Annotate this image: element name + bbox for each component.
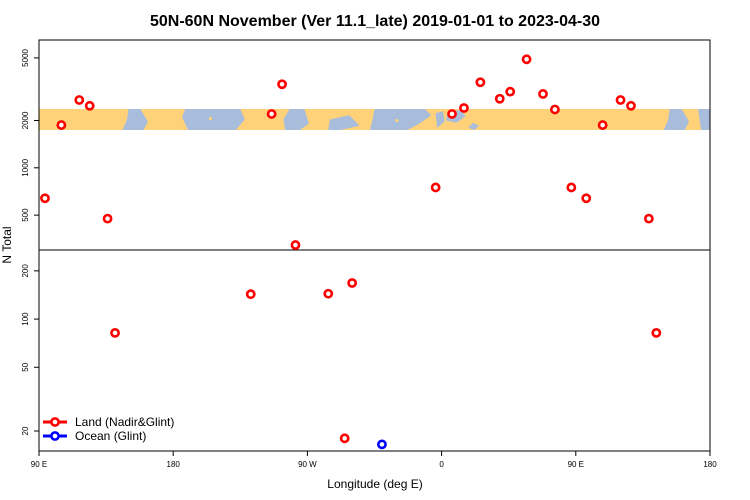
- point-series1-0: [377, 439, 387, 450]
- point-series0-23: [581, 193, 592, 204]
- point-series0-22: [566, 182, 577, 193]
- point-series0-2: [74, 95, 85, 105]
- map-ocean-3: [328, 115, 360, 130]
- point-series0-27: [643, 213, 654, 224]
- map-island-2: [243, 111, 247, 115]
- point-series0-8: [277, 79, 287, 90]
- point-series0-0: [40, 193, 50, 204]
- point-series0-20: [538, 89, 548, 99]
- x-tick-label-2: 90 W: [298, 460, 317, 469]
- legend-marker-ocean: [50, 431, 60, 441]
- y-lower-tick-label-3: 200: [21, 264, 30, 278]
- map-ocean-0: [122, 109, 148, 130]
- point-series0-14: [447, 109, 457, 119]
- point-series0-25: [615, 95, 626, 105]
- point-series0-17: [494, 93, 505, 104]
- point-series0-10: [323, 288, 334, 299]
- x-tick-label-0: 90 E: [31, 460, 47, 469]
- point-series0-24: [597, 120, 608, 130]
- point-series0-12: [347, 278, 358, 288]
- legend: Land (Nadir&Glint) Ocean (Glint): [43, 415, 174, 443]
- y-lower-tick-label-0: 20: [21, 426, 30, 435]
- legend-label-ocean: Ocean (Glint): [75, 429, 146, 443]
- map-ocean-8: [663, 109, 690, 130]
- x-tick-label-4: 90 E: [568, 460, 584, 469]
- y-upper-tick-label-1: 1000: [21, 158, 30, 176]
- y-upper-tick-label-0: 500: [21, 208, 30, 222]
- point-series0-19: [521, 54, 532, 65]
- y-axis: 500 1000 2000 5000 20 50 100 200: [21, 48, 39, 435]
- point-series0-9: [290, 240, 301, 250]
- point-series0-6: [245, 289, 256, 300]
- chart-title: 50N-60N November (Ver 11.1_late) 2019-01…: [150, 13, 600, 30]
- map-island-1: [208, 116, 213, 121]
- point-series0-15: [459, 103, 469, 113]
- point-series0-28: [651, 327, 662, 338]
- legend-marker-land: [50, 417, 60, 427]
- map-island-3: [395, 118, 399, 123]
- point-series0-13: [430, 182, 441, 193]
- point-series0-21: [550, 104, 560, 115]
- x-tick-label-5: 180: [703, 460, 717, 469]
- point-series0-3: [84, 100, 95, 111]
- point-series0-16: [475, 77, 486, 88]
- map-ocean-4: [370, 109, 432, 130]
- y-upper-tick-label-2: 2000: [21, 111, 30, 129]
- x-axis-label: Longitude (deg E): [327, 477, 422, 491]
- x-tick-label-1: 180: [167, 460, 181, 469]
- y-lower-tick-label-1: 50: [21, 362, 30, 371]
- point-series0-7: [266, 109, 277, 119]
- map-strip: [39, 109, 710, 130]
- point-series0-11: [339, 433, 350, 444]
- y-lower-tick-label-2: 100: [21, 312, 30, 326]
- point-series0-1: [56, 120, 67, 130]
- map-ocean-7: [468, 122, 479, 130]
- map-ocean-1: [182, 109, 245, 130]
- map-ocean-2: [283, 109, 309, 130]
- x-tick-label-3: 0: [439, 460, 444, 469]
- plot-frame: [38, 39, 711, 452]
- point-series0-4: [102, 213, 113, 224]
- map-island-4: [474, 115, 478, 119]
- y-upper-tick-label-3: 5000: [21, 48, 30, 66]
- map-island-0: [67, 117, 71, 122]
- data-points: [40, 54, 662, 450]
- map-ocean-5: [435, 111, 445, 128]
- legend-label-land: Land (Nadir&Glint): [75, 415, 174, 429]
- point-series0-26: [626, 100, 636, 111]
- map-ocean-9: [698, 109, 710, 130]
- point-series0-18: [505, 86, 516, 97]
- point-series0-5: [110, 327, 120, 338]
- x-axis: 90 E 180 90 W 0 90 E 180: [31, 451, 717, 469]
- y-axis-label: N Total: [0, 226, 14, 263]
